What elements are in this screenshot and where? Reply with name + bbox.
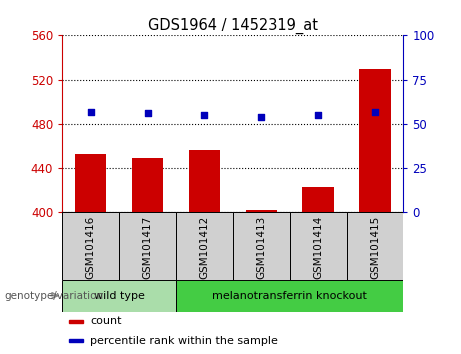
Point <box>371 109 378 114</box>
Point <box>201 112 208 118</box>
Text: wild type: wild type <box>94 291 145 301</box>
Title: GDS1964 / 1452319_at: GDS1964 / 1452319_at <box>148 18 318 34</box>
Bar <box>246 210 277 212</box>
Bar <box>119 212 176 280</box>
Text: GSM101416: GSM101416 <box>86 216 96 279</box>
Bar <box>359 69 390 212</box>
Point <box>314 112 322 118</box>
Bar <box>189 150 220 212</box>
Text: GSM101415: GSM101415 <box>370 216 380 279</box>
Bar <box>62 280 176 312</box>
Bar <box>176 280 403 312</box>
Bar <box>290 212 347 280</box>
Bar <box>69 339 83 342</box>
Text: GSM101412: GSM101412 <box>199 216 209 279</box>
Text: GSM101417: GSM101417 <box>142 216 153 279</box>
Bar <box>75 154 106 212</box>
Bar <box>62 212 119 280</box>
Point <box>87 109 95 114</box>
Bar <box>176 212 233 280</box>
Text: melanotransferrin knockout: melanotransferrin knockout <box>212 291 367 301</box>
Point <box>258 114 265 120</box>
Text: GSM101413: GSM101413 <box>256 216 266 279</box>
Bar <box>233 212 290 280</box>
Bar <box>69 320 83 322</box>
Text: count: count <box>90 316 122 326</box>
Text: percentile rank within the sample: percentile rank within the sample <box>90 336 278 346</box>
Text: genotype/variation: genotype/variation <box>5 291 104 301</box>
Bar <box>132 158 163 212</box>
Text: GSM101414: GSM101414 <box>313 216 323 279</box>
Bar <box>347 212 403 280</box>
Point <box>144 110 151 116</box>
Bar <box>302 187 334 212</box>
